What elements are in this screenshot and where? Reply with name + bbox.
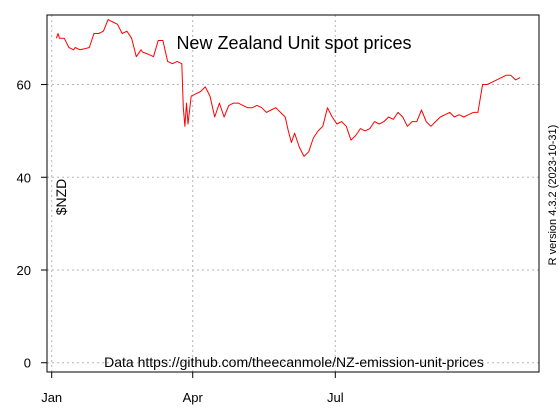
y-axis-label: $NZD (53, 179, 69, 216)
y-tick-label: 40 (17, 170, 31, 185)
r-version-note: R version 4.3.2 (2023-10-31) (547, 125, 559, 266)
data-source-note: Data https://github.com/theecanmole/NZ-e… (104, 354, 484, 370)
plot-frame (46, 14, 540, 373)
x-tick-label: Jan (41, 390, 62, 405)
series-layer (55, 19, 521, 157)
gridlines (47, 15, 539, 372)
x-tick-label: Apr (183, 390, 204, 405)
chart-title: New Zealand Unit spot prices (176, 33, 411, 53)
series-line (55, 19, 521, 157)
x-tick-label: Jul (327, 390, 344, 405)
tick-labels: 0 20 40 60 Jan Apr Jul (17, 78, 344, 405)
y-tick-label: 20 (17, 263, 31, 278)
y-tick-label: 60 (17, 78, 31, 93)
y-tick-label: 0 (24, 356, 31, 371)
axis-ticks (41, 84, 336, 378)
